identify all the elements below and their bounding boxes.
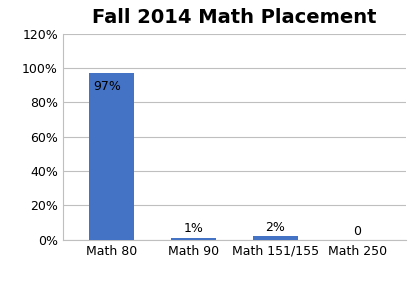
Title: Fall 2014 Math Placement: Fall 2014 Math Placement — [93, 8, 377, 27]
Text: 2%: 2% — [266, 221, 285, 234]
Bar — [171, 238, 216, 240]
Text: 0: 0 — [353, 225, 361, 238]
Text: 97%: 97% — [93, 80, 122, 93]
Bar — [89, 73, 134, 240]
Text: 1%: 1% — [184, 222, 204, 235]
Bar — [253, 236, 298, 240]
